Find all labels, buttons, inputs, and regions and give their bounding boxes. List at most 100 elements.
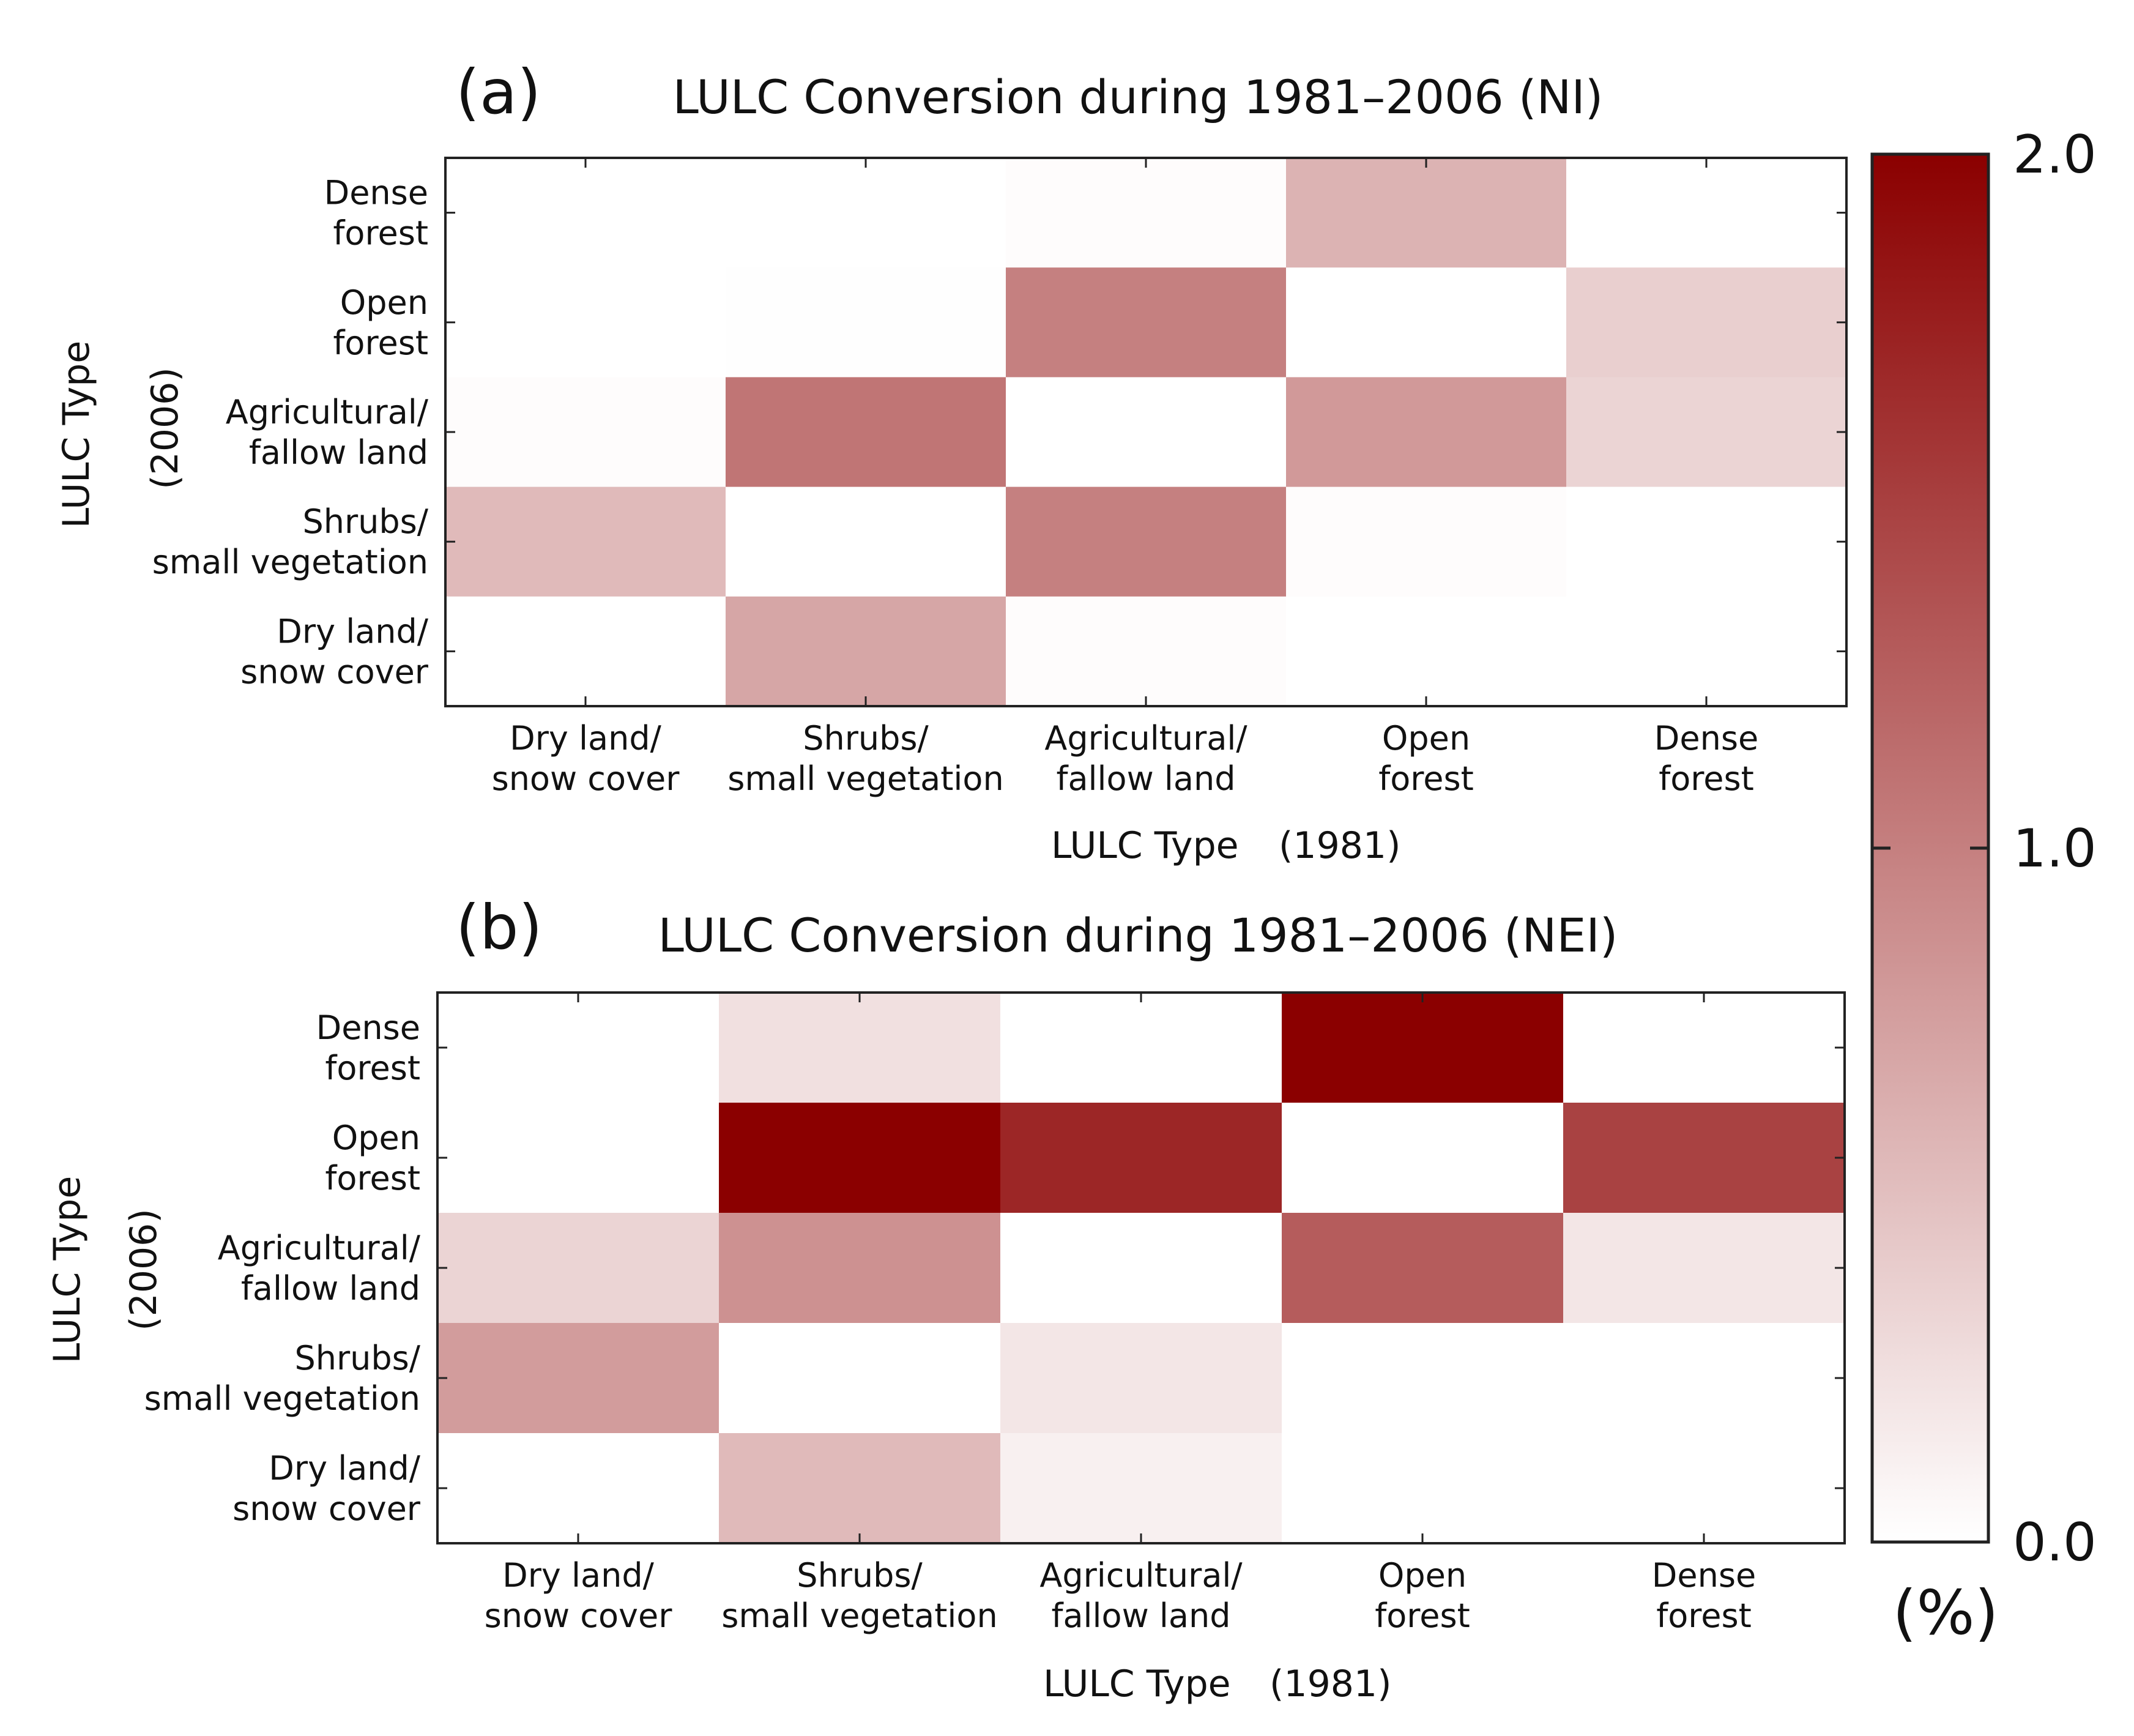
panel-b-cell-r1-c2 (1000, 1103, 1282, 1213)
panel-a-cell-r4-c2 (1006, 596, 1287, 707)
panel-b-cell-r3-c0 (437, 1323, 719, 1434)
colorbar-tick-label: 1.0 (2013, 818, 2097, 879)
panel-b-cell-r2-c2 (1000, 1213, 1282, 1324)
panel-a-y-axis-label: LULC Type (55, 341, 98, 529)
panel-b-y-tick-label: Dry land/ (269, 1449, 421, 1488)
panel-b-y-tick-label: snow cover (232, 1489, 421, 1528)
panel-b-cell-r2-c1 (719, 1213, 1001, 1324)
panel-b-x-tick-label: Shrubs/ (797, 1556, 923, 1595)
colorbar: 2.0 1.0 0.0 (%) (1870, 124, 2097, 1648)
panel-b-cell-r4-c2 (1000, 1433, 1282, 1544)
panel-a-x-tick-label: Agricultural/ (1044, 719, 1247, 758)
panel-a-x-tick-label: Open (1382, 719, 1470, 758)
panel-b-cell-r0-c3 (1282, 993, 1564, 1103)
panel-b-x-tick-label: Dense (1652, 1556, 1756, 1595)
panel-b-cell-r3-c4 (1563, 1323, 1845, 1434)
panel-b-y-tick-label: Dense (316, 1008, 420, 1047)
panel-b-y-tick-label: fallow land (241, 1269, 420, 1308)
panel-a-cell-r4-c3 (1286, 596, 1567, 707)
panel-b-y-tick-labels: DenseforestOpenforestAgricultural/fallow… (144, 1008, 421, 1528)
colorbar-gradient (1870, 152, 1990, 1544)
panel-b-cell-r0-c2 (1000, 993, 1282, 1103)
panel-b-cell-r3-c2 (1000, 1323, 1282, 1434)
panel-b-x-tick-label: forest (1656, 1596, 1752, 1635)
colorbar-unit-label: (%) (1892, 1577, 1998, 1648)
panel-a-y-tick-label: fallow land (249, 433, 428, 472)
panel-a-cell-r2-c4 (1566, 377, 1847, 488)
panel-b-x-tick-label: Open (1378, 1556, 1467, 1595)
panel-a-x-tick-label: forest (1378, 759, 1474, 798)
panel-a-x-tick-label: small vegetation (727, 759, 1003, 798)
panel-b-x-axis-label: LULC Type (1043, 1663, 1231, 1705)
panel-b-cell-r4-c4 (1563, 1433, 1845, 1544)
panel-a-x-tick-label: Shrubs/ (803, 719, 929, 758)
panel-a-cell-r3-c4 (1566, 486, 1847, 597)
panel-b-heatmap: (b) LULC Conversion during 1981–2006 (NE… (46, 892, 1846, 1705)
panel-a-y-tick-label: Agricultural/ (226, 393, 429, 431)
panel-a-y-axis-label-year: (2006) (144, 367, 187, 490)
panel-a-x-axis-label: LULC Type (1051, 824, 1239, 867)
panel-a-y-tick-labels: DenseforestOpenforestAgricultural/fallow… (152, 174, 429, 691)
panel-a-cell-r4-c0 (445, 596, 726, 707)
panel-a-x-tick-label: forest (1659, 759, 1754, 798)
panel-a-title: LULC Conversion during 1981–2006 (NI) (673, 70, 1604, 124)
panel-a-y-tick-label: Dry land/ (277, 612, 429, 650)
panel-a-cell-r2-c1 (726, 377, 1006, 488)
panel-a-x-tick-label: Dry land/ (510, 719, 662, 758)
panel-a-cell-r0-c0 (445, 158, 726, 268)
panel-b-y-tick-label: small vegetation (144, 1379, 420, 1418)
panel-b-letter: (b) (456, 892, 543, 963)
panel-a-cell-r2-c2 (1006, 377, 1287, 488)
panel-b-cell-r4-c1 (719, 1433, 1001, 1544)
panel-b-x-tick-label: small vegetation (721, 1596, 997, 1635)
colorbar-ticks: 2.0 1.0 0.0 (1872, 124, 2097, 1573)
panel-b-y-axis-label: LULC Type (46, 1176, 89, 1364)
panel-a-x-axis-label-year: (1981) (1279, 824, 1401, 867)
panel-b-cell-r1-c0 (437, 1103, 719, 1213)
panel-a-cell-r1-c0 (445, 267, 726, 378)
panel-a-cell-r3-c0 (445, 486, 726, 597)
panel-b-y-tick-label: Shrubs/ (294, 1339, 420, 1377)
panel-a-x-tick-label: fallow land (1056, 759, 1235, 798)
panel-a-cell-r1-c2 (1006, 267, 1287, 378)
panel-a-heatmap: (a) LULC Conversion during 1981–2006 (NI… (55, 56, 1848, 867)
panel-a-cell-r4-c4 (1566, 596, 1847, 707)
panel-b-cell-r0-c4 (1563, 993, 1845, 1103)
panel-a-x-tick-labels: Dry land/snow cover Shrubs/small vegetati… (492, 719, 1759, 798)
panel-b-cell-r1-c1 (719, 1103, 1001, 1213)
panel-a-y-tick-label: snow cover (240, 652, 429, 691)
panel-a-cell-r3-c3 (1286, 486, 1567, 597)
panel-b-cell-r0-c0 (437, 993, 719, 1103)
panel-a-y-tick-label: Open (340, 283, 428, 322)
panel-a-cells (444, 157, 1848, 707)
panel-b-y-axis-label-year: (2006) (122, 1209, 165, 1331)
panel-b-cell-r2-c3 (1282, 1213, 1564, 1324)
panel-a-cell-r1-c1 (726, 267, 1006, 378)
panel-a-cell-r0-c3 (1286, 158, 1567, 268)
panel-b-cell-r4-c0 (437, 1433, 719, 1544)
panel-a-y-tick-label: forest (333, 324, 428, 362)
panel-b-y-tick-label: Open (332, 1119, 420, 1157)
colorbar-tick-label: 0.0 (2013, 1512, 2097, 1573)
panel-a-y-tick-label: Dense (324, 174, 428, 212)
panel-a-cell-r2-c3 (1286, 377, 1567, 488)
panel-a-cell-r0-c4 (1566, 158, 1847, 268)
panel-b-cell-r2-c0 (437, 1213, 719, 1324)
panel-a-x-tick-label: snow cover (492, 759, 680, 798)
colorbar-tick-label: 2.0 (2013, 124, 2097, 185)
panel-b-y-tick-label: Agricultural/ (218, 1229, 421, 1267)
panel-b-cell-r4-c3 (1282, 1433, 1564, 1544)
panel-b-cell-r3-c1 (719, 1323, 1001, 1434)
panel-a-cell-r3-c2 (1006, 486, 1287, 597)
panel-b-cell-r1-c3 (1282, 1103, 1564, 1213)
panel-b-x-tick-labels: Dry land/snow cover Shrubs/small vegetati… (485, 1556, 1757, 1635)
panel-a-y-tick-label: small vegetation (152, 543, 428, 581)
panel-b-x-axis-label-year: (1981) (1270, 1663, 1392, 1705)
panel-b-cell-r0-c1 (719, 993, 1001, 1103)
panel-b-cell-r3-c3 (1282, 1323, 1564, 1434)
panel-b-x-tick-label: snow cover (485, 1596, 673, 1635)
panel-a-cell-r1-c4 (1566, 267, 1847, 378)
panel-b-y-tick-label: forest (325, 1049, 420, 1087)
panel-b-x-tick-label: forest (1375, 1596, 1470, 1635)
